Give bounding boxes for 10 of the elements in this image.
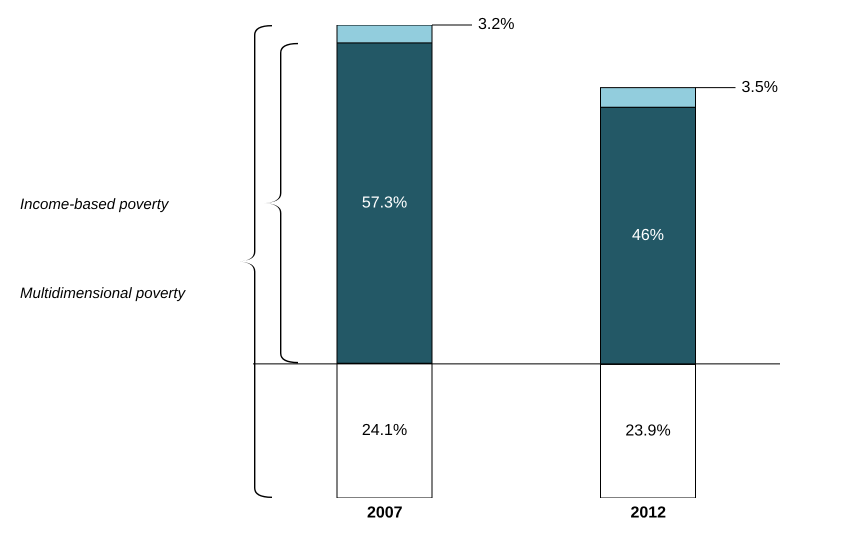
x-tick-label: 2007 [366, 504, 403, 522]
data-label: 23.9% [625, 422, 671, 440]
text: Multidimensional poverty [20, 284, 187, 304]
data-label: 24.1% [362, 422, 408, 439]
x-tick-label: 2012 [630, 504, 666, 522]
text: Income-based poverty [20, 195, 170, 216]
data-label: 46% [632, 227, 664, 244]
data-label: 57.3% [362, 194, 408, 212]
data-label: 3.5% [742, 78, 778, 96]
data-label: 3.2% [478, 16, 514, 34]
